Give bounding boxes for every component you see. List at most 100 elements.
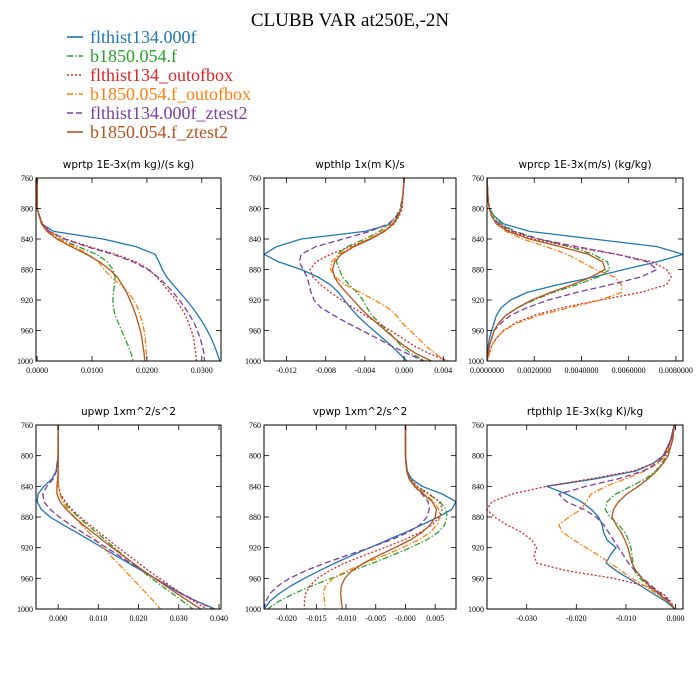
series-line [487, 425, 676, 609]
y-tick-label: 840 [21, 482, 33, 491]
series-line [487, 178, 606, 361]
series-line [309, 178, 449, 361]
series-line [264, 425, 456, 609]
y-tick-label: 960 [249, 574, 261, 583]
y-tick-label: 880 [249, 266, 261, 275]
series-group [36, 178, 221, 361]
panel-title: wpthlp 1x(m K)/s [315, 159, 405, 171]
legend-label: flthist134.000f [90, 27, 197, 47]
x-tick-label: -0.010 [336, 614, 357, 623]
x-tick-label: -0.020 [566, 614, 587, 623]
y-tick-label: 880 [472, 513, 484, 522]
series-line [331, 178, 432, 361]
series-line [558, 425, 676, 609]
x-tick-label: 0.040 [210, 614, 228, 623]
y-tick-label: 1000 [17, 605, 33, 614]
y-tick-label: 840 [472, 482, 484, 491]
panel-title: vpwp 1xm^2/s^2 [313, 406, 408, 418]
series-group [264, 178, 449, 361]
series-line [42, 425, 214, 609]
x-tick-label: 0.0040000 [564, 366, 598, 375]
y-tick-label: 760 [21, 421, 33, 430]
figure-title: CLUBB VAR at250E,-2N [251, 10, 450, 31]
y-tick-label: 800 [249, 205, 261, 214]
y-tick-label: 840 [249, 235, 261, 244]
series-line [303, 425, 443, 609]
series-line [57, 425, 208, 609]
y-tick-label: 920 [21, 544, 33, 553]
x-tick-label: 0.0000000 [470, 366, 504, 375]
series-line [264, 425, 430, 609]
y-tick-label: 920 [249, 544, 261, 553]
x-tick-label: 0.000 [395, 366, 413, 375]
y-tick-label: 1000 [245, 605, 261, 614]
y-tick-label: 760 [249, 421, 261, 430]
series-group [264, 425, 456, 609]
plot-frame [35, 424, 222, 610]
series-line [340, 425, 438, 609]
series-line [487, 178, 658, 361]
y-tick-label: 1000 [468, 357, 484, 366]
y-tick-label: 800 [21, 452, 33, 461]
panel-title: rtpthlp 1E-3x(kg K)/kg [527, 406, 643, 418]
y-tick-label: 960 [21, 574, 33, 583]
y-tick-label: 800 [472, 452, 484, 461]
y-tick-label: 1000 [468, 605, 484, 614]
series-line [267, 425, 448, 609]
y-tick-label: 760 [249, 174, 261, 183]
y-tick-label: 880 [21, 266, 33, 275]
series-line [36, 178, 134, 361]
series-line [298, 178, 424, 361]
plot-frame [263, 177, 457, 362]
y-tick-label: 920 [21, 296, 33, 305]
x-tick-label: -0.020 [276, 614, 297, 623]
legend-label: flthist134.000f_ztest2 [90, 103, 247, 123]
x-tick-label: 0.020 [130, 614, 148, 623]
series-line [36, 425, 216, 609]
x-tick-label: 0.030 [170, 614, 188, 623]
y-tick-label: 800 [472, 205, 484, 214]
y-tick-label: 960 [21, 327, 33, 336]
x-tick-label: 0.0100 [81, 366, 103, 375]
y-tick-label: 800 [21, 205, 33, 214]
plot-frame [486, 424, 684, 610]
x-tick-label: 0.0000 [26, 366, 48, 375]
legend: flthist134.000fb1850.054.fflthist134_out… [67, 27, 251, 142]
y-tick-label: 840 [472, 235, 484, 244]
x-tick-label: -0.030 [516, 614, 537, 623]
x-tick-label: 0.000 [49, 614, 67, 623]
y-tick-label: 760 [21, 174, 33, 183]
series-line [558, 425, 676, 609]
y-tick-label: 880 [249, 513, 261, 522]
series-line [487, 178, 611, 361]
y-tick-label: 880 [21, 513, 33, 522]
x-tick-label: 0.0300 [191, 366, 213, 375]
y-tick-label: 760 [472, 174, 484, 183]
chart-panel-2: wpthlp 1x(m K)/s 760 800 840 880 920 960 1000 -0… [245, 159, 457, 375]
panel-title: wprcp 1E-3x(m/s) (kg/kg) [518, 159, 651, 171]
series-group [36, 425, 216, 609]
x-tick-label: 0.0060000 [612, 366, 646, 375]
series-line [329, 178, 446, 361]
legend-label: flthist134_outofbox [90, 65, 233, 85]
x-tick-label: -0.015 [306, 614, 327, 623]
y-tick-label: 1000 [17, 357, 33, 366]
chart-panel-1: wprtp 1E-3x(m kg)/(s kg) 760 800 840 880 920 9… [17, 159, 222, 375]
series-line [36, 178, 197, 361]
y-tick-label: 840 [249, 482, 261, 491]
y-tick-label: 960 [472, 327, 484, 336]
x-tick-label: 0.005 [426, 614, 444, 623]
y-tick-label: 880 [472, 266, 484, 275]
x-tick-label: -0.000 [395, 614, 416, 623]
y-tick-label: 760 [472, 421, 484, 430]
series-line [57, 425, 162, 609]
series-line [604, 425, 676, 609]
x-tick-label: -0.010 [616, 614, 637, 623]
x-tick-label: 0.0080000 [659, 366, 693, 375]
series-line [545, 425, 676, 609]
x-tick-label: 0.004 [434, 366, 452, 375]
series-line [487, 178, 683, 361]
series-line [57, 425, 194, 609]
chart-panel-3: wprcp 1E-3x(m/s) (kg/kg) 760 800 840 880 920 9… [468, 159, 693, 375]
